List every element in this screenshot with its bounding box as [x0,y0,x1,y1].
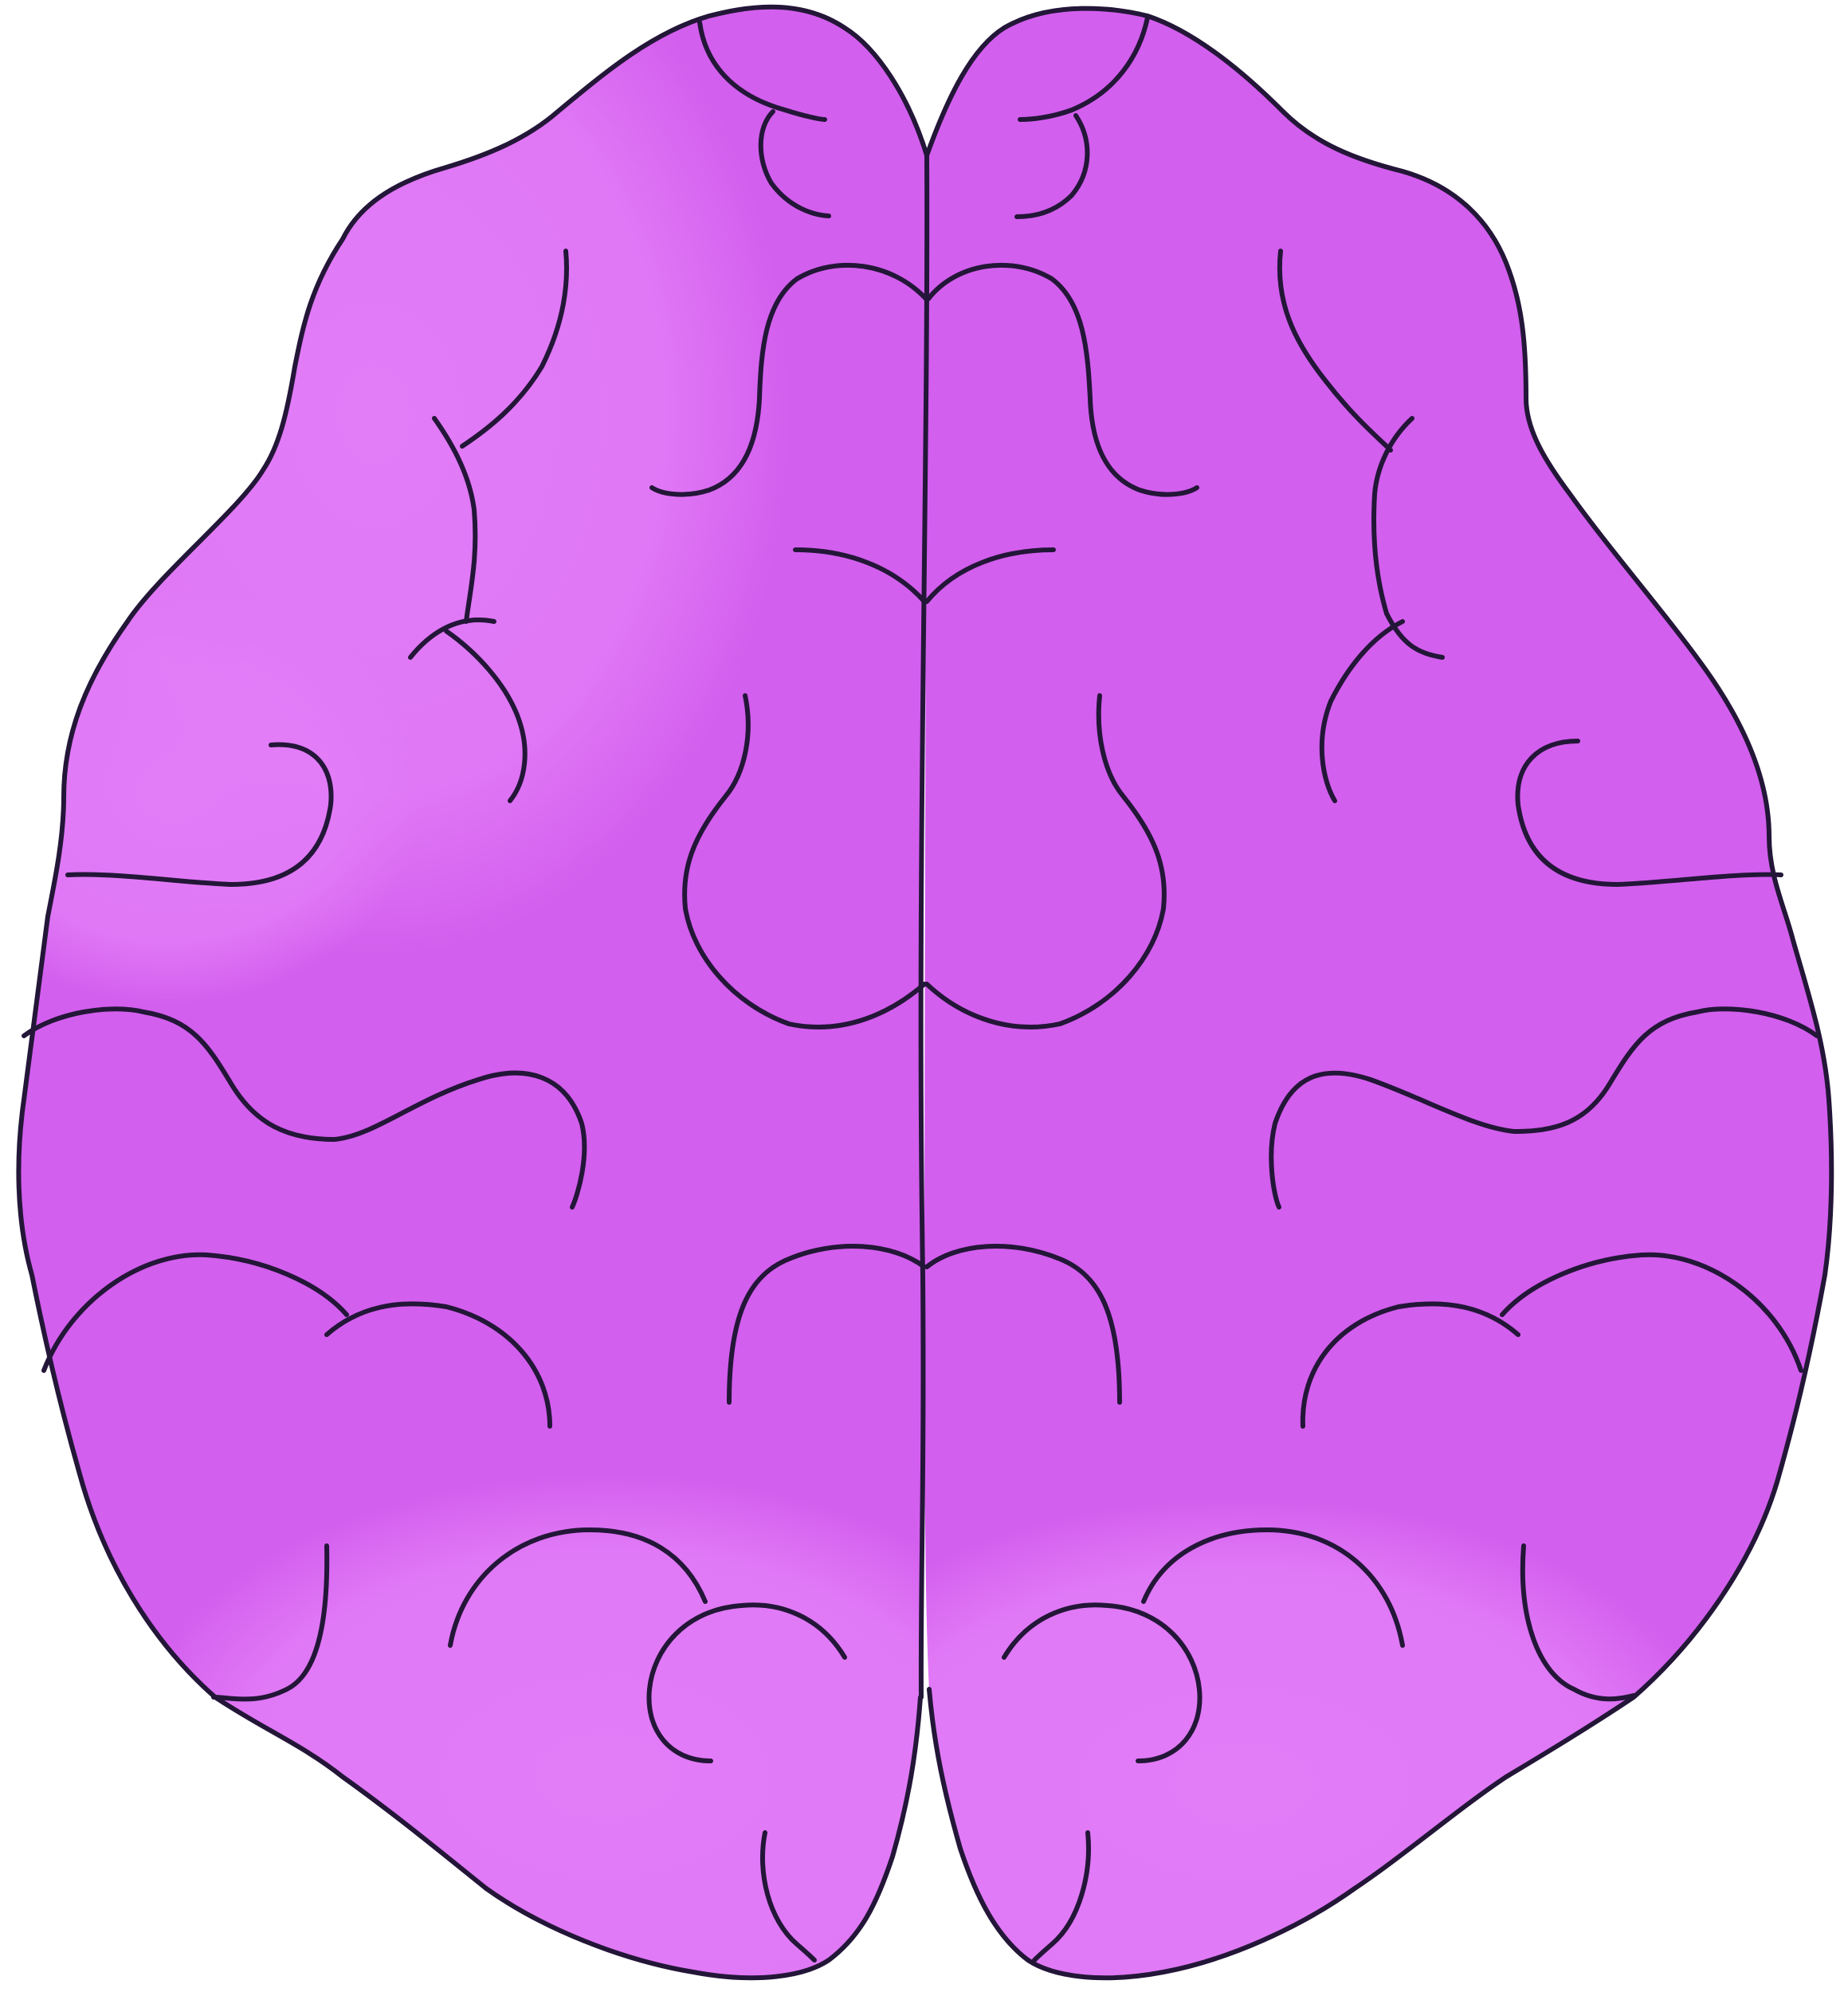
brain-outline [16,4,1834,1981]
brain-sulci [22,15,1819,1963]
